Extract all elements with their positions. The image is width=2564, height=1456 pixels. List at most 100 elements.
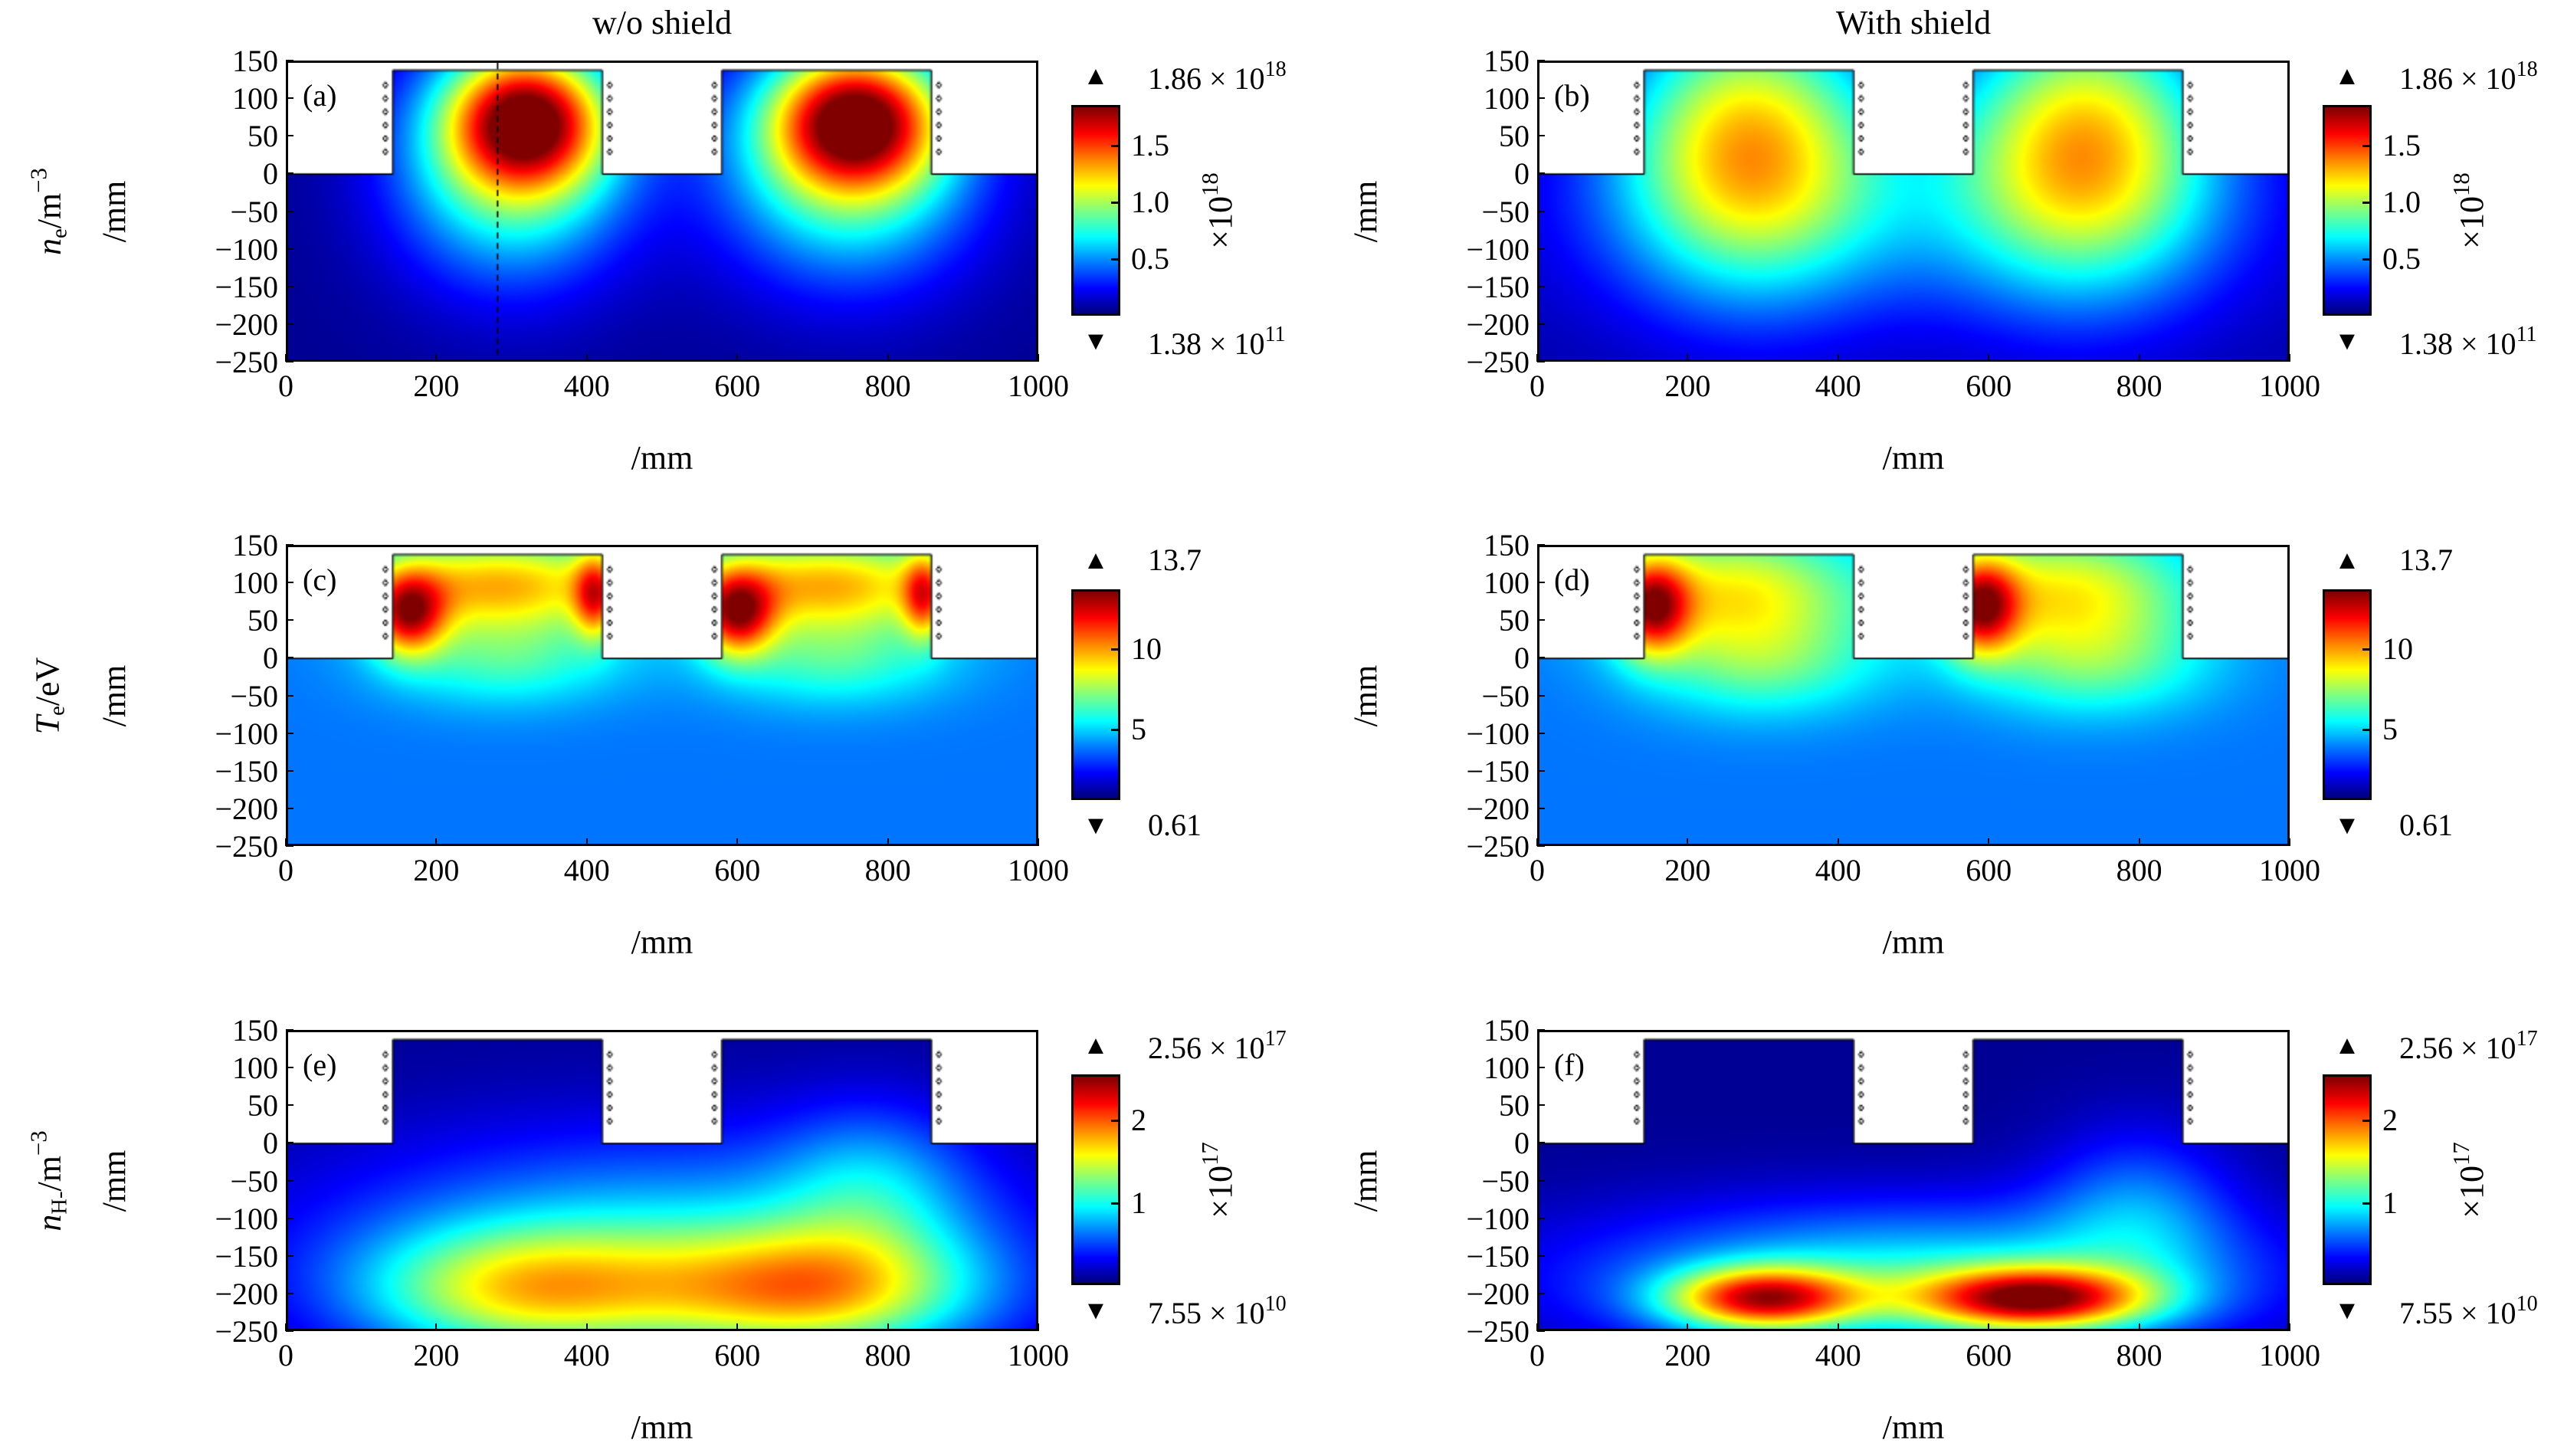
x-tick-label: 1000 [2259, 853, 2320, 887]
y-tick-mark [286, 285, 293, 287]
x-tick-mark [736, 1323, 739, 1331]
x-tick-label: 400 [1815, 1338, 1861, 1372]
x-tick-mark [1837, 838, 1839, 846]
column-title: w/o shield [592, 4, 733, 41]
x-tick-mark [887, 838, 889, 846]
panel-label: (d) [1554, 562, 1590, 597]
row-quantity-label: nH-/m−3 [25, 1130, 72, 1231]
x-tick-mark [1536, 354, 1538, 362]
y-tick-label: 100 [1484, 566, 1530, 601]
colorbar-min-triangle-icon: ▼ [1083, 812, 1109, 840]
x-tick-label: 800 [864, 369, 911, 403]
x-tick-label: 200 [413, 853, 460, 887]
y-tick-mark [286, 97, 293, 100]
heatmap-plot [286, 61, 1038, 362]
colorbar-tick-label: 1.0 [2382, 185, 2421, 220]
x-tick-mark [1988, 1323, 1990, 1331]
colorbar-multiplier-label: ×1017 [1196, 1141, 1240, 1218]
y-tick-mark [1537, 1330, 1545, 1332]
heatmap-canvas [288, 547, 1036, 844]
colorbar-tick-mark [1111, 648, 1118, 651]
y-tick-label: 50 [1499, 1088, 1530, 1123]
colorbar [2323, 105, 2372, 316]
y-tick-label: 0 [263, 156, 278, 192]
x-tick-mark [435, 1323, 438, 1331]
colorbar [1071, 1074, 1120, 1285]
x-tick-label: 0 [1530, 1338, 1545, 1372]
y-tick-label: −100 [1466, 1201, 1530, 1236]
y-tick-label: 150 [232, 528, 278, 562]
colorbar-tick-label: 1 [1131, 1185, 1146, 1220]
x-tick-label: 800 [2116, 853, 2162, 887]
y-tick-label: 50 [1499, 603, 1530, 638]
x-tick-mark [1687, 354, 1689, 362]
y-tick-label: −100 [215, 1201, 278, 1236]
y-tick-label: 0 [1514, 641, 1530, 676]
x-tick-mark [1038, 838, 1039, 846]
colorbar-tick-label: 1 [2382, 1185, 2398, 1220]
colorbar-tick-mark [2362, 728, 2369, 731]
colorbar-tick-label: 0.5 [2382, 241, 2421, 277]
colorbar-tick-label: 1.5 [2382, 128, 2421, 163]
colorbar-min-label: 1.38 × 1011 [1148, 323, 1286, 361]
x-tick-label: 400 [563, 369, 610, 403]
y-tick-label: −250 [1466, 1314, 1530, 1349]
x-tick-label: 600 [1966, 1338, 2012, 1372]
x-tick-mark [887, 1323, 889, 1331]
panel-label: (b) [1554, 78, 1590, 113]
y-tick-label: −100 [215, 231, 278, 267]
y-tick-label: 50 [248, 119, 278, 154]
colorbar-tick-mark [2362, 1202, 2369, 1205]
colorbar-tick-label: 2 [2382, 1103, 2398, 1138]
x-tick-label: 400 [563, 1338, 610, 1372]
y-tick-label: −50 [1481, 1163, 1530, 1199]
colorbar-tick-mark [1111, 1120, 1118, 1123]
colorbar-min-label: 0.61 [1148, 808, 1202, 842]
colorbar-max-triangle-icon: ▲ [1083, 546, 1109, 575]
x-tick-mark [736, 838, 739, 846]
colorbar-tick-mark [2362, 145, 2369, 148]
y-tick-mark [286, 694, 293, 697]
colorbar [1071, 105, 1120, 316]
x-axis-label: /mm [631, 439, 693, 477]
y-tick-label: 150 [232, 1013, 278, 1048]
y-tick-label: −200 [1466, 791, 1530, 826]
colorbar-tick-mark [2362, 1120, 2369, 1123]
colorbar-tick-mark [1111, 1202, 1118, 1205]
y-tick-label: 50 [1499, 119, 1530, 154]
x-tick-label: 1000 [2259, 369, 2320, 403]
y-tick-label: −50 [230, 1163, 278, 1199]
y-tick-mark [286, 657, 293, 659]
y-tick-label: −150 [215, 269, 278, 304]
colorbar-max-label: 13.7 [1148, 543, 1202, 577]
colorbar-multiplier-label: ×1018 [1196, 172, 1240, 249]
y-tick-mark [286, 361, 293, 362]
y-tick-label: 0 [263, 1126, 278, 1161]
y-tick-mark [1537, 172, 1545, 175]
y-tick-label: 150 [232, 44, 278, 78]
x-tick-mark [1536, 838, 1538, 846]
y-tick-label: −200 [215, 307, 278, 342]
colorbar-min-triangle-icon: ▼ [2334, 812, 2360, 840]
heatmap-canvas [1539, 1032, 2287, 1329]
x-tick-label: 800 [2116, 1338, 2162, 1372]
colorbar-tick-mark [2362, 202, 2369, 205]
y-tick-label: 100 [232, 81, 278, 116]
colorbar-max-triangle-icon: ▲ [2334, 1031, 2360, 1060]
y-tick-label: 50 [248, 1088, 278, 1123]
y-tick-mark [1537, 619, 1545, 621]
x-tick-label: 200 [1664, 853, 1711, 887]
x-tick-mark [1536, 1323, 1538, 1331]
x-tick-label: 0 [278, 853, 293, 887]
x-tick-label: 1000 [2259, 1338, 2320, 1372]
y-tick-label: −50 [230, 678, 278, 713]
colorbar-tick-label: 1.5 [1131, 128, 1169, 163]
x-tick-mark [2138, 354, 2140, 362]
y-tick-mark [286, 172, 293, 175]
y-tick-mark [1537, 97, 1545, 100]
y-tick-label: 50 [248, 603, 278, 638]
x-tick-label: 600 [1966, 369, 2012, 403]
x-tick-mark [435, 354, 438, 362]
colorbar-multiplier-label: ×1018 [2448, 172, 2491, 249]
